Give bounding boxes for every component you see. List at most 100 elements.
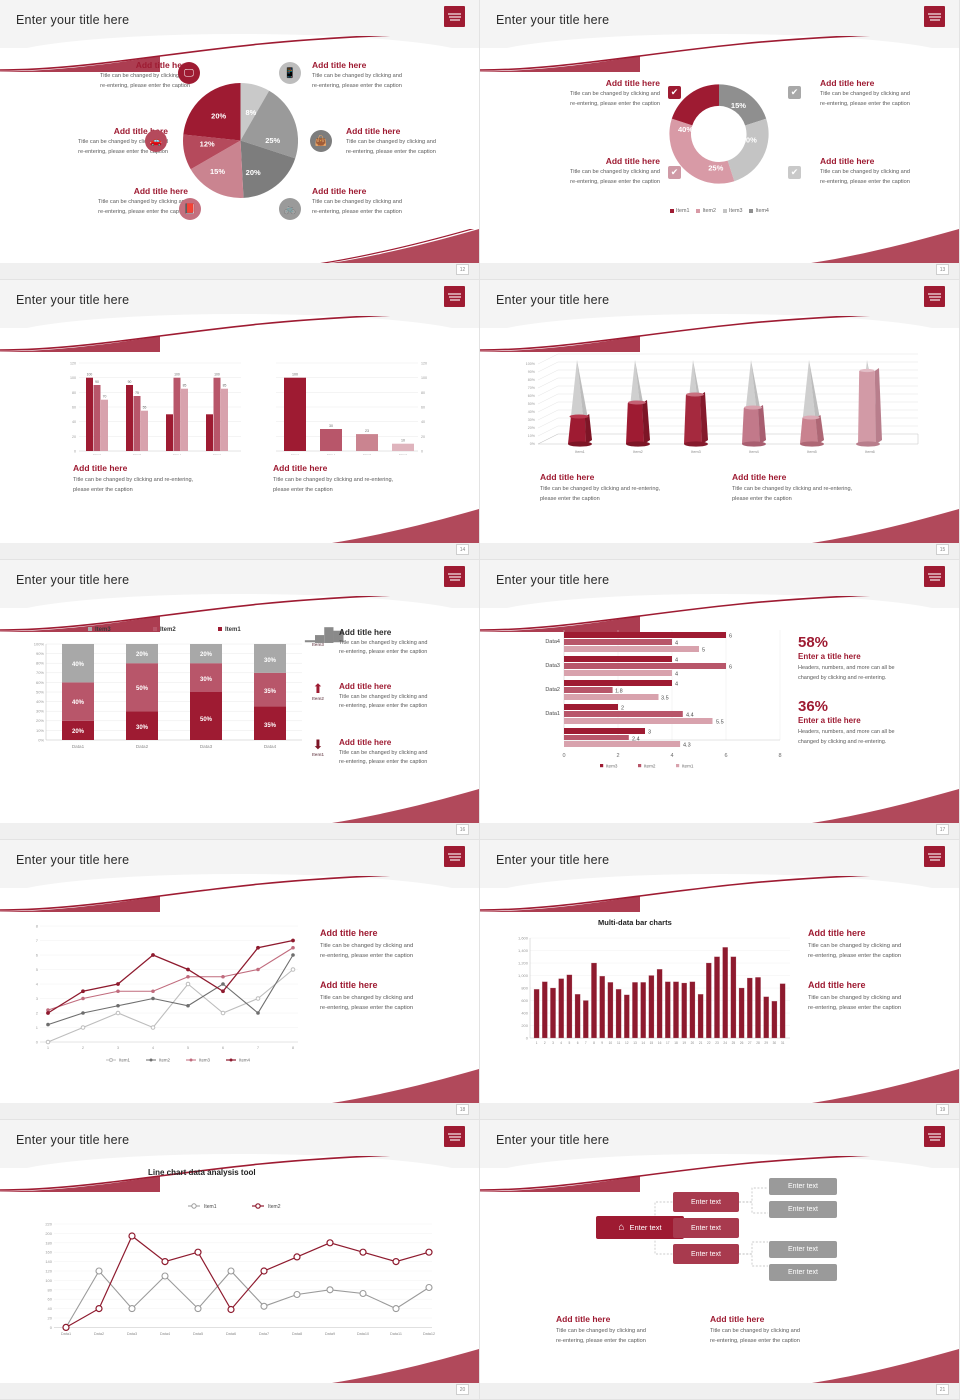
checkbox-icon-4[interactable]: ✔ bbox=[788, 166, 801, 179]
svg-text:4.3: 4.3 bbox=[683, 743, 691, 749]
svg-text:Item1: Item1 bbox=[682, 763, 694, 768]
flow-root-node[interactable]: ⌂ Enter text bbox=[596, 1216, 684, 1239]
slide-15[interactable]: Enter your title here bbox=[480, 280, 960, 560]
slide-number: 14 bbox=[456, 544, 469, 555]
header-accent-curve bbox=[480, 1156, 870, 1192]
callout-title: Add title here bbox=[605, 156, 660, 166]
svg-text:6: 6 bbox=[577, 1041, 579, 1045]
footer-accent-curve bbox=[759, 789, 959, 829]
slide-21[interactable]: Enter your title here ⌂ Enter text bbox=[480, 1120, 960, 1400]
slide-14[interactable]: Enter your title here 120 100 80 60 40 20 0 bbox=[0, 280, 480, 560]
legend-row-item2[interactable]: ⬆ Item2 Add title here Title can be chan… bbox=[305, 682, 479, 712]
slide-title: Enter your title here bbox=[16, 13, 130, 27]
flow-mid-node-2[interactable]: Enter text bbox=[673, 1218, 739, 1238]
stat-percent: 36% bbox=[798, 698, 829, 715]
stat-title: Enter a title here bbox=[798, 716, 861, 726]
flow-leaf-node-1[interactable]: Enter text bbox=[769, 1178, 837, 1195]
flow-leaf-node-2[interactable]: Enter text bbox=[769, 1201, 837, 1218]
home-icon: ⌂ bbox=[618, 1222, 625, 1233]
svg-text:7: 7 bbox=[257, 1045, 260, 1050]
chart-caption-left[interactable]: Add title here Title can be changed by c… bbox=[73, 463, 253, 495]
pie-chart-svg: 8% 25% 20% 15% 12% 20% bbox=[183, 83, 299, 198]
chart-caption-right[interactable]: Add title here Title can be changed by c… bbox=[273, 463, 453, 495]
slide-12[interactable]: Enter your title here Add title here Tit… bbox=[0, 0, 480, 280]
flow-caption-1[interactable]: Add title here Title can be changed by c… bbox=[556, 1314, 706, 1346]
legend-row-item3[interactable]: ▁▄█▆ Item3 Add title here Title can be c… bbox=[305, 628, 479, 658]
stat-body: Headers, numbers, and more can all be cha… bbox=[798, 729, 895, 745]
svg-text:200: 200 bbox=[45, 1231, 52, 1236]
stat-block-2[interactable]: 36% Enter a title here Headers, numbers,… bbox=[798, 698, 948, 747]
legend-row-item1[interactable]: ⬇ Item1 Add title here Title can be chan… bbox=[305, 738, 479, 768]
flow-mid-node-3[interactable]: Enter text bbox=[673, 1244, 739, 1264]
svg-text:Item2: Item2 bbox=[644, 763, 656, 768]
flow-caption-2[interactable]: Add title here Title can be changed by c… bbox=[710, 1314, 860, 1346]
pie-label-20a: 20% bbox=[211, 112, 226, 121]
bar-caption-1[interactable]: Add title here Title can be changed by c… bbox=[808, 928, 958, 961]
multi-data-bar-chart: 1,600 1,400 1,200 1,000 800 600 400 200 0 bbox=[518, 936, 790, 1045]
slide-17[interactable]: Enter your title here 6 4 5 Data4 bbox=[480, 560, 960, 840]
footer-accent-curve bbox=[279, 1349, 479, 1389]
callout-title: Add title here bbox=[135, 60, 190, 70]
checkbox-icon-2[interactable]: ✔ bbox=[668, 166, 681, 179]
pie-callout-4[interactable]: Add title here Title can be changed by c… bbox=[312, 60, 472, 92]
svg-text:60: 60 bbox=[421, 406, 425, 410]
callout-body: Title can be changed by clicking and re-e… bbox=[570, 91, 660, 107]
svg-text:2: 2 bbox=[36, 1011, 39, 1016]
donut-callout-2[interactable]: Add title here Title can be changed by c… bbox=[500, 156, 660, 188]
svg-text:8: 8 bbox=[593, 1041, 595, 1045]
donut-callout-4[interactable]: Add title here Title can be changed by c… bbox=[820, 156, 959, 188]
line-caption-2[interactable]: Add title here Title can be changed by c… bbox=[320, 980, 470, 1013]
row-icon-label: Item3 bbox=[311, 642, 324, 647]
donut-label-20: 20% bbox=[742, 136, 757, 145]
pie-callout-3[interactable]: Add title here Title can be changed by c… bbox=[28, 186, 188, 218]
caption-title: Add title here bbox=[710, 1314, 765, 1324]
pie-callout-1[interactable]: Add title here Title can be changed by c… bbox=[30, 60, 190, 92]
flow-mid-node-1[interactable]: Enter text bbox=[673, 1192, 739, 1212]
pie-callout-6[interactable]: Add title here Title can be changed by c… bbox=[312, 186, 472, 218]
donut-callout-3[interactable]: Add title here Title can be changed by c… bbox=[820, 78, 959, 110]
svg-text:5: 5 bbox=[702, 648, 705, 654]
svg-text:120: 120 bbox=[70, 362, 76, 366]
svg-text:1,600: 1,600 bbox=[518, 936, 529, 941]
pie-callout-5[interactable]: Add title here Title can be changed by c… bbox=[346, 126, 479, 158]
brand-logo-icon bbox=[924, 566, 945, 587]
slide-footer bbox=[0, 263, 479, 279]
slide-title: Enter your title here bbox=[16, 573, 130, 587]
svg-text:40: 40 bbox=[72, 420, 76, 424]
slide-13[interactable]: Enter your title here Add title here Tit… bbox=[480, 0, 960, 280]
svg-text:120: 120 bbox=[421, 362, 427, 366]
flow-leaf-node-4[interactable]: Enter text bbox=[769, 1264, 837, 1281]
slide-19[interactable]: Enter your title here Multi-data bar cha… bbox=[480, 840, 960, 1120]
legend-item-2: Item2 bbox=[696, 208, 716, 214]
cone-caption-left[interactable]: Add title here Title can be changed by c… bbox=[540, 472, 730, 504]
slide-16[interactable]: Enter your title here Item3 Item2 Item1 bbox=[0, 560, 480, 840]
slide-footer bbox=[480, 1103, 959, 1119]
header-accent-curve bbox=[0, 1156, 390, 1192]
svg-text:80: 80 bbox=[421, 391, 425, 395]
line-caption-1[interactable]: Add title here Title can be changed by c… bbox=[320, 928, 470, 961]
svg-text:40: 40 bbox=[48, 1306, 53, 1311]
slide-number: 20 bbox=[456, 1384, 469, 1395]
header-accent-curve bbox=[480, 596, 870, 632]
cone-item5 bbox=[800, 360, 824, 447]
cone-caption-right[interactable]: Add title here Title can be changed by c… bbox=[732, 472, 922, 504]
stat-block-1[interactable]: 58% Enter a title here Headers, numbers,… bbox=[798, 634, 948, 683]
svg-text:Data7: Data7 bbox=[259, 1332, 269, 1336]
donut-callout-1[interactable]: Add title here Title can be changed by c… bbox=[500, 78, 660, 110]
checkbox-icon-1[interactable]: ✔ bbox=[668, 86, 681, 99]
flow-leaf-node-3[interactable]: Enter text bbox=[769, 1241, 837, 1258]
flow-connectors bbox=[643, 1187, 768, 1267]
svg-text:22: 22 bbox=[707, 1041, 711, 1045]
chart-title: Line chart data analysis tool bbox=[148, 1168, 256, 1177]
checkbox-icon-3[interactable]: ✔ bbox=[788, 86, 801, 99]
bar-caption-2[interactable]: Add title here Title can be changed by c… bbox=[808, 980, 958, 1013]
callout-title: Add title here bbox=[605, 78, 660, 88]
svg-text:7: 7 bbox=[36, 938, 39, 943]
caption-body: Title can be changed by clicking and re-e… bbox=[320, 943, 414, 960]
header-accent-curve bbox=[0, 36, 390, 72]
pie-callout-2[interactable]: Add title here Title can be changed by c… bbox=[8, 126, 168, 158]
slide-18[interactable]: Enter your title here 8 7 6 5 4 3 2 1 0 bbox=[0, 840, 480, 1120]
slide-20[interactable]: Enter your title here Line chart data an… bbox=[0, 1120, 480, 1400]
slide-title: Enter your title here bbox=[496, 13, 610, 27]
